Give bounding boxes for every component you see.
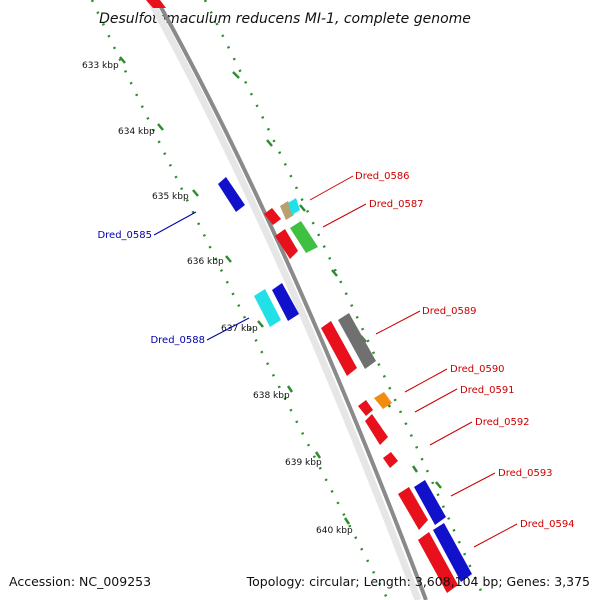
kbp-label-636: 636 kbp <box>187 257 224 267</box>
gene-dred-0588-cyan[interactable] <box>254 289 281 327</box>
gene-label-dred-0593[interactable]: Dred_0593 <box>498 468 553 479</box>
genome-backbone <box>155 0 428 600</box>
gene-tan[interactable] <box>280 201 294 220</box>
kbp-label-638: 638 kbp <box>253 391 290 401</box>
leader-dred-0592 <box>429 421 473 446</box>
genome-summary-text: Topology: circular; Length: 3,608,104 bp… <box>246 574 590 589</box>
left-tick-ring <box>90 0 390 600</box>
gene-dred-0585[interactable] <box>218 177 245 212</box>
kbp-label-640: 640 kbp <box>316 526 353 536</box>
leader-dred-0586 <box>309 175 354 201</box>
leader-dred-0594 <box>473 523 518 548</box>
gene-dred-0590-red[interactable] <box>358 400 373 416</box>
leader-dred-0585 <box>153 211 197 236</box>
gene-dred-0594-blue[interactable] <box>433 523 472 582</box>
backbone-outer-band <box>146 0 422 600</box>
leader-dred-0588 <box>206 317 250 341</box>
kbp-label-637: 637 kbp <box>221 324 258 334</box>
gene-label-dred-0588[interactable]: Dred_0588 <box>150 335 205 346</box>
gene-label-dred-0587[interactable]: Dred_0587 <box>369 199 424 210</box>
right-tick-ring <box>203 0 487 600</box>
gene-top-partial[interactable] <box>146 0 166 8</box>
gene-dred-0593-red[interactable] <box>398 487 428 530</box>
gene-label-dred-0589[interactable]: Dred_0589 <box>422 306 477 317</box>
gene-dred-0587-green[interactable] <box>290 221 318 253</box>
gene-dred-0589-red[interactable] <box>321 321 357 376</box>
leader-dred-0587 <box>322 203 367 228</box>
map-title: Desulfotomaculum reducens MI-1, complete… <box>99 11 471 27</box>
gene-dred-0591[interactable] <box>365 414 388 445</box>
major-ticks-right <box>232 71 442 489</box>
kbp-label-634: 634 kbp <box>118 127 155 137</box>
gene-dred-0589-gray[interactable] <box>338 313 376 369</box>
gene-dred-0590-orange[interactable] <box>374 392 392 409</box>
gene-dred-0593-blue[interactable] <box>414 480 446 525</box>
leader-dred-0590 <box>404 368 448 393</box>
gene-dred-0592[interactable] <box>383 452 398 468</box>
gene-label-dred-0592[interactable]: Dred_0592 <box>475 417 530 428</box>
kbp-label-639: 639 kbp <box>285 458 322 468</box>
gene-label-dred-0594[interactable]: Dred_0594 <box>520 519 575 530</box>
gene-cyan-small[interactable] <box>288 198 300 215</box>
leader-dred-0591 <box>414 388 458 413</box>
kbp-label-635: 635 kbp <box>152 192 189 202</box>
gene-label-dred-0590[interactable]: Dred_0590 <box>450 364 505 375</box>
gene-dred-0588-blue[interactable] <box>272 283 299 321</box>
gene-label-dred-0585[interactable]: Dred_0585 <box>97 230 152 241</box>
leader-dred-0589 <box>375 310 421 335</box>
accession-text: Accession: NC_009253 <box>9 574 151 589</box>
gene-small-red-a[interactable] <box>264 208 281 225</box>
kbp-label-633: 633 kbp <box>82 61 119 71</box>
gene-label-dred-0591[interactable]: Dred_0591 <box>460 385 515 396</box>
gene-dred-0594-red[interactable] <box>418 532 458 593</box>
gene-dred-0587-red[interactable] <box>275 229 298 259</box>
major-ticks-left <box>119 56 351 525</box>
gene-label-dred-0586[interactable]: Dred_0586 <box>355 171 410 182</box>
leader-dred-0593 <box>450 472 496 497</box>
